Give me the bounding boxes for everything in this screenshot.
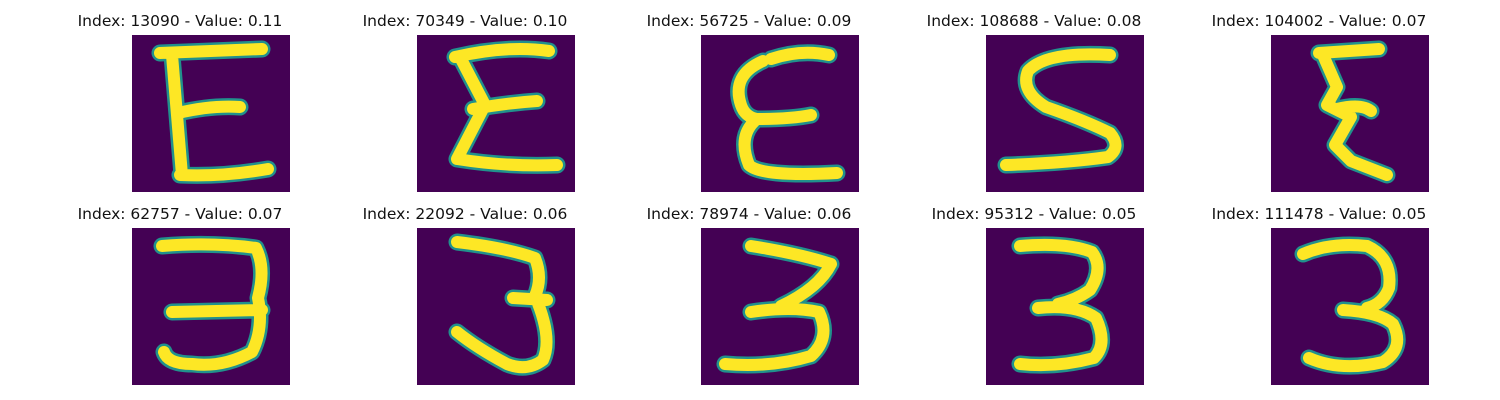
- panel-4: Index: 104002 - Value: 0.07: [1169, 0, 1469, 192]
- panel-title: Index: 62757 - Value: 0.07: [77, 205, 283, 223]
- panel-title: Index: 22092 - Value: 0.06: [362, 205, 568, 223]
- glyph-image: [417, 228, 575, 385]
- glyph-image: [1271, 228, 1429, 385]
- panel-5: Index: 62757 - Value: 0.07: [30, 193, 330, 385]
- panel-2: Index: 56725 - Value: 0.09: [599, 0, 899, 192]
- panel-3: Index: 108688 - Value: 0.08: [884, 0, 1184, 192]
- panel-1: Index: 70349 - Value: 0.10: [315, 0, 615, 192]
- panel-title: Index: 56725 - Value: 0.09: [646, 12, 852, 30]
- panel-9: Index: 111478 - Value: 0.05: [1169, 193, 1469, 385]
- panel-title: Index: 108688 - Value: 0.08: [926, 12, 1142, 30]
- panel-8: Index: 95312 - Value: 0.05: [884, 193, 1184, 385]
- panel-title: Index: 111478 - Value: 0.05: [1211, 205, 1427, 223]
- glyph-image: [417, 35, 575, 192]
- glyph-image: [132, 228, 290, 385]
- glyph-image: [701, 228, 859, 385]
- panel-title: Index: 95312 - Value: 0.05: [931, 205, 1137, 223]
- panel-6: Index: 22092 - Value: 0.06: [315, 193, 615, 385]
- glyph-image: [986, 228, 1144, 385]
- panel-0: Index: 13090 - Value: 0.11: [30, 0, 330, 192]
- glyph-image: [986, 35, 1144, 192]
- panel-title: Index: 70349 - Value: 0.10: [362, 12, 568, 30]
- panel-title: Index: 104002 - Value: 0.07: [1211, 12, 1427, 30]
- glyph-image: [132, 35, 290, 192]
- panel-7: Index: 78974 - Value: 0.06: [599, 193, 899, 385]
- glyph-image: [701, 35, 859, 192]
- panel-title: Index: 78974 - Value: 0.06: [646, 205, 852, 223]
- panel-title: Index: 13090 - Value: 0.11: [77, 12, 283, 30]
- glyph-image: [1271, 35, 1429, 192]
